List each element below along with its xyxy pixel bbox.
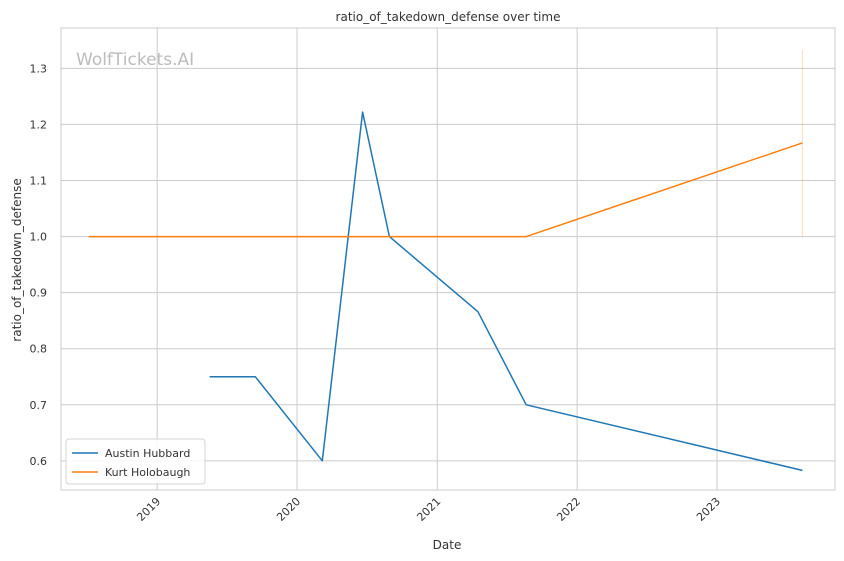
y-tick-label: 0.6 xyxy=(30,455,48,468)
y-tick-label: 1.1 xyxy=(30,175,48,188)
y-tick-label: 1.2 xyxy=(30,118,48,131)
watermark: WolfTickets.AI xyxy=(76,50,194,70)
series-line-kurt-holobaugh xyxy=(88,142,803,238)
y-tick-label: 0.8 xyxy=(30,343,48,356)
legend-label-kurt-holobaugh: Kurt Holobaugh xyxy=(105,466,190,479)
series-lines xyxy=(88,49,803,472)
y-tick-label: 0.9 xyxy=(30,287,48,300)
grid-lines xyxy=(61,28,835,490)
series-line-austin-hubbard xyxy=(209,111,803,472)
y-axis-label: ratio_of_takedown_defense xyxy=(10,178,24,341)
legend: Austin Hubbard Kurt Holobaugh xyxy=(65,438,206,485)
y-tick-label: 0.7 xyxy=(30,399,48,412)
y-tick-label: 1.0 xyxy=(30,231,48,244)
plot-frame xyxy=(60,27,836,491)
x-axis-label: Date xyxy=(433,538,462,552)
chart-title: ratio_of_takedown_defense over time xyxy=(336,10,561,24)
y-tick-label: 1.3 xyxy=(30,62,48,75)
legend-label-austin-hubbard: Austin Hubbard xyxy=(105,447,190,460)
legend-box xyxy=(65,438,206,485)
